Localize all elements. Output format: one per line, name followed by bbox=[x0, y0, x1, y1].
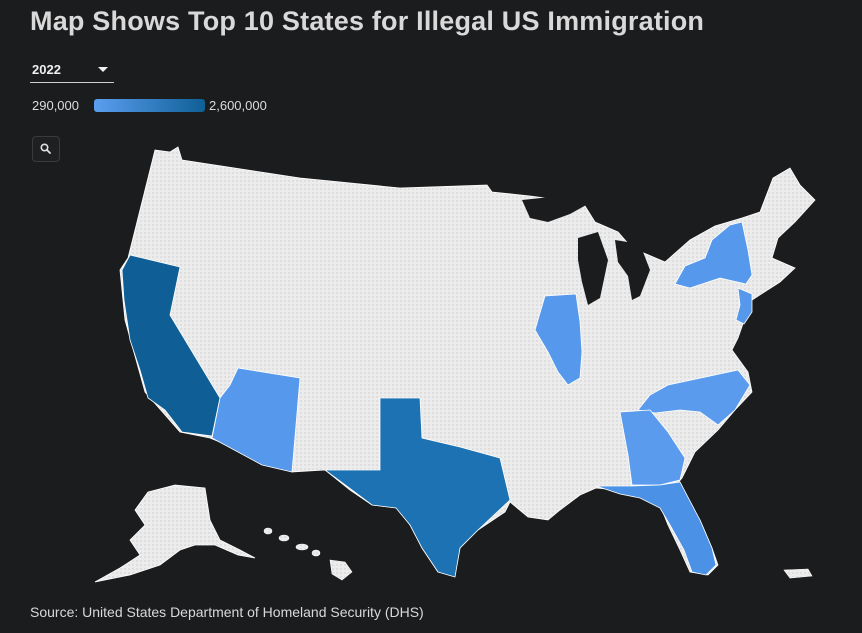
source-note: Source: United States Department of Home… bbox=[30, 604, 424, 620]
state-new-york[interactable] bbox=[674, 221, 753, 289]
state-illinois[interactable] bbox=[534, 293, 583, 386]
legend-min-label: 290,000 bbox=[32, 98, 79, 113]
year-dropdown-value: 2022 bbox=[32, 62, 61, 77]
legend-max-label: 2,600,000 bbox=[209, 98, 267, 113]
state-georgia[interactable] bbox=[619, 409, 686, 486]
state-new-jersey[interactable] bbox=[735, 287, 753, 325]
lake-erie-huron bbox=[615, 240, 650, 300]
search-icon bbox=[40, 143, 51, 154]
year-dropdown[interactable]: 2022 bbox=[30, 60, 114, 83]
puerto-rico bbox=[783, 568, 813, 579]
state-north-carolina[interactable] bbox=[637, 369, 751, 426]
state-hawaii bbox=[263, 527, 353, 581]
zoom-button[interactable] bbox=[32, 136, 60, 162]
legend-gradient-bar bbox=[94, 99, 205, 112]
state-alaska bbox=[94, 484, 256, 583]
lake-superior bbox=[522, 196, 588, 222]
state-florida[interactable] bbox=[595, 481, 717, 576]
state-california[interactable] bbox=[121, 254, 221, 437]
lake-michigan bbox=[578, 232, 608, 305]
chevron-down-icon bbox=[98, 67, 108, 72]
state-arizona[interactable] bbox=[211, 367, 301, 473]
chart-title: Map Shows Top 10 States for Illegal US I… bbox=[30, 6, 705, 36]
state-texas[interactable] bbox=[323, 397, 511, 578]
